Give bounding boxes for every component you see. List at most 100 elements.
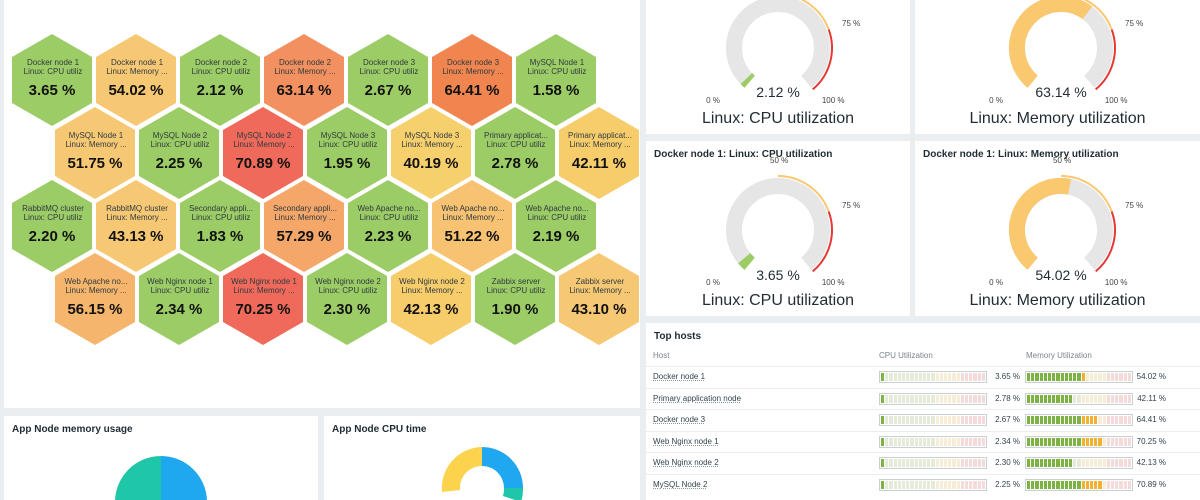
bar-segment [1098, 416, 1102, 424]
cell-metric-name: Linux: CPU utiliz [527, 67, 587, 76]
gauge-docker-cpu: 3.65 % Linux: CPU utilization 0 % 75 % 100 %… [646, 141, 910, 316]
honeycomb-cell[interactable]: MySQL Node 3 Linux: CPU utiliz 1.95 % [307, 107, 387, 199]
bar-segment [1085, 437, 1090, 446]
honeycomb-cell[interactable]: Docker node 3 Linux: Memory ... 64.41 % [432, 34, 512, 126]
bar-segment [1052, 373, 1056, 381]
bar-segment [973, 394, 977, 403]
gauge-arc [1008, 175, 1116, 273]
gauge-tick-75: 75 % [842, 201, 861, 211]
bar-segment [1060, 437, 1064, 446]
bar-segment [889, 437, 893, 446]
honeycomb-cell[interactable]: MySQL Node 1 Linux: Memory ... 51.75 % [55, 107, 135, 199]
honeycomb-cell[interactable]: Web Nginx node 1 Linux: CPU utiliz 2.34 % [139, 253, 219, 345]
bar-segment [969, 480, 973, 489]
gauge-docker-memory: 54.02 % Linux: Memory utilization 0 % 75 % 1… [915, 141, 1200, 316]
top-hosts-panel: Top hosts [646, 323, 1200, 500]
bar-segment [981, 437, 986, 446]
gauge-background [726, 178, 830, 270]
honeycomb-cell[interactable]: Primary applicat... Linux: Memory ... 42.1… [559, 107, 639, 199]
pie-slice-teal [115, 456, 161, 500]
honeycomb-cell[interactable]: Secondary appli... Linux: CPU utiliz 1.83 … [180, 180, 260, 272]
column-header-cpu[interactable]: CPU Utilization [879, 351, 933, 360]
bar-segment [902, 373, 906, 381]
honeycomb-cell[interactable]: MySQL Node 2 Linux: CPU utiliz 2.25 % [139, 107, 219, 199]
cell-metric-name: Linux: Memory ... [65, 286, 127, 295]
honeycomb-cell[interactable]: Primary applicat... Linux: CPU utiliz 2.78… [475, 107, 555, 199]
bar-segment [1031, 437, 1035, 446]
bar-segment [1115, 416, 1119, 424]
cell-value: 70.25 % [235, 301, 291, 318]
honeycomb-cell[interactable]: MySQL Node 2 Linux: Memory ... 70.89 % [223, 107, 303, 199]
bar-segment [1115, 437, 1119, 446]
honeycomb-cell[interactable]: Docker node 1 Linux: Memory ... 54.02 % [96, 34, 176, 126]
memory-value: 42.13 % [1136, 458, 1166, 467]
honeycomb-cell[interactable]: Docker node 2 Linux: CPU utiliz 2.12 % [180, 34, 260, 126]
bar-segment [977, 437, 981, 446]
host-link[interactable]: Primary application node [653, 393, 742, 403]
bar-segment [1111, 416, 1115, 424]
gauge-tick-100: 100 % [821, 96, 845, 105]
bar-segment [1035, 480, 1039, 489]
bar-segment [906, 394, 910, 403]
honeycomb-cell[interactable]: Web Nginx node 1 Linux: Memory ... 70.25 % [223, 253, 303, 345]
bar-segment [1048, 373, 1052, 381]
host-link[interactable]: MySQL Node 2 [653, 479, 708, 489]
bar-segment [902, 437, 906, 446]
bar-segment [1064, 373, 1069, 381]
gauge-label: Linux: CPU utilization [701, 110, 855, 127]
honeycomb-cell[interactable]: Web Apache no... Linux: CPU utiliz 2.23 % [348, 180, 428, 272]
honeycomb-cell[interactable]: MySQL Node 3 Linux: Memory ... 40.19 % [391, 107, 471, 199]
bar-segment [956, 416, 960, 424]
bar-segment [889, 394, 893, 403]
gauge-panel-docker-memory: Docker node 1: Linux: Memory utilization… [915, 141, 1200, 316]
honeycomb-cell[interactable]: Web Apache no... Linux: Memory ... 51.22 % [432, 180, 512, 272]
bar-segment [1035, 416, 1039, 424]
column-header-memory[interactable]: Memory Utilization [1026, 351, 1092, 360]
honeycomb-cell[interactable]: Docker node 2 Linux: Memory ... 63.14 % [264, 34, 344, 126]
bar-segment [1031, 459, 1035, 467]
gauge-background [726, 0, 830, 88]
bar-segment [948, 459, 952, 467]
bar-segment [1094, 373, 1098, 381]
bar-segment [906, 373, 910, 381]
honeycomb-cell[interactable]: RabbitMQ cluster Linux: CPU utiliz 2.20 % [12, 180, 92, 272]
bar-segment [1069, 480, 1073, 489]
bar-segment [914, 416, 918, 424]
honeycomb-cell[interactable]: Zabbix server Linux: Memory ... 43.10 % [559, 253, 639, 345]
host-link[interactable]: Docker node 1 [653, 372, 706, 381]
honeycomb-cell[interactable]: Web Apache no... Linux: Memory ... 56.15 % [55, 253, 135, 345]
bar-segment [897, 373, 902, 381]
honeycomb-cell[interactable]: Zabbix server Linux: CPU utiliz 1.90 % [475, 253, 555, 345]
column-header-host[interactable]: Host [653, 351, 670, 360]
bar-segment [1102, 480, 1106, 489]
honeycomb-cell[interactable]: Web Nginx node 2 Linux: Memory ... 42.13 % [391, 253, 471, 345]
bar-segment [902, 480, 906, 489]
cell-value: 56.15 % [67, 301, 123, 318]
host-link[interactable]: Web Nginx node 1 [653, 436, 719, 446]
bar-segment [944, 437, 948, 446]
cpu-value: 3.65 % [995, 372, 1020, 381]
honeycomb-cell[interactable]: Docker node 1 Linux: CPU utiliz 3.65 % [12, 34, 92, 126]
gauge-memory: 63.14 % Linux: Memory utilization 0 % 75 % 1… [915, 0, 1200, 134]
honeycomb-cell[interactable]: MySQL Node 1 Linux: CPU utiliz 1.58 % [516, 34, 596, 126]
host-link[interactable]: Docker node 3 [653, 415, 706, 424]
honeycomb-cell[interactable]: Web Apache no... Linux: CPU utiliz 2.19 % [516, 180, 596, 272]
bar-segment [1102, 437, 1106, 446]
cell-host-name: Web Apache no... [357, 204, 421, 213]
bar-segment [939, 437, 944, 446]
honeycomb-cell[interactable]: RabbitMQ cluster Linux: Memory ... 43.13 % [96, 180, 176, 272]
honeycomb-cell[interactable]: Secondary appli... Linux: Memory ... 57.29… [264, 180, 344, 272]
cell-value: 51.22 % [444, 228, 500, 245]
bar-segment [973, 459, 977, 467]
cell-host-name: Docker node 2 [194, 58, 248, 67]
honeycomb-cell[interactable]: Docker node 3 Linux: CPU utiliz 2.67 % [348, 34, 428, 126]
bar-segment [889, 480, 893, 489]
bar-segment [918, 394, 923, 403]
host-link[interactable]: Web Nginx node 2 [653, 458, 719, 467]
cell-metric-name: Linux: Memory ... [569, 286, 631, 295]
cpu-bar [879, 457, 987, 469]
honeycomb-cell[interactable]: Web Nginx node 2 Linux: CPU utiliz 2.30 % [307, 253, 387, 345]
bar-segment [1098, 373, 1102, 381]
table-row: MySQL Node 2 2.25 % 70.89 % [646, 473, 1200, 495]
bar-segment [1090, 459, 1094, 467]
